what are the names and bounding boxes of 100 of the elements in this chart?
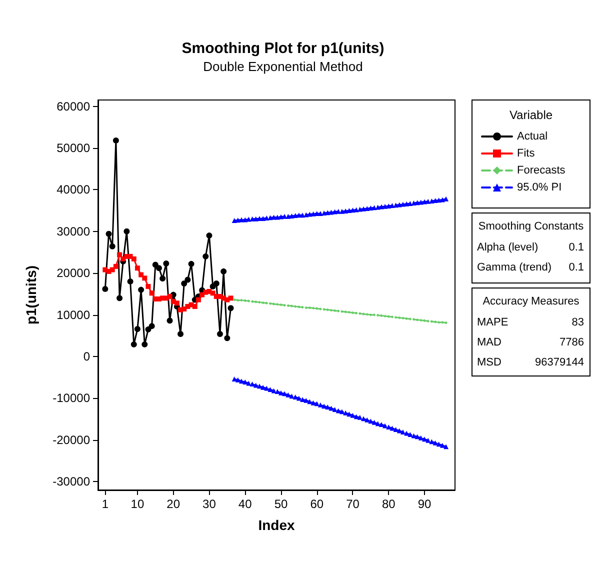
point <box>411 433 416 438</box>
point <box>289 394 294 399</box>
point <box>235 377 240 382</box>
point <box>296 396 302 401</box>
point <box>148 323 155 330</box>
point <box>366 312 369 316</box>
point <box>239 217 244 222</box>
point <box>350 208 356 213</box>
point <box>408 432 413 438</box>
point <box>408 317 412 320</box>
text: Gamma (trend) <box>477 262 552 274</box>
point <box>361 206 366 212</box>
point <box>301 306 304 309</box>
point <box>343 208 348 214</box>
point <box>156 265 162 272</box>
point <box>343 410 348 416</box>
x-tick-label: 30 <box>202 497 216 511</box>
point <box>109 243 116 250</box>
chart-title: Smoothing Plot for p1(units) <box>182 40 384 57</box>
point <box>192 304 198 309</box>
point <box>149 290 154 296</box>
y-tick-label: 0 <box>83 350 90 364</box>
text: 96379144 <box>535 356 584 368</box>
point <box>124 228 130 234</box>
point <box>339 409 344 414</box>
point <box>372 205 377 210</box>
point <box>236 298 240 302</box>
point <box>412 318 416 321</box>
point <box>339 208 344 214</box>
point <box>408 200 413 206</box>
point <box>326 308 330 312</box>
point <box>292 394 298 400</box>
point <box>393 427 398 432</box>
point <box>224 335 230 342</box>
point <box>116 295 123 302</box>
point <box>256 384 262 389</box>
point <box>232 218 237 224</box>
y-tick-label: -10000 <box>52 391 90 406</box>
text: 0.1 <box>568 242 584 254</box>
point <box>113 264 118 269</box>
point <box>429 198 434 204</box>
point <box>351 311 354 314</box>
x-tick-label: 1 <box>102 497 109 511</box>
point <box>372 420 377 425</box>
point <box>354 312 358 315</box>
point <box>167 294 172 299</box>
point <box>202 253 209 260</box>
point <box>369 313 372 316</box>
point <box>444 444 449 450</box>
y-axis-title: p1(units) <box>23 265 39 325</box>
point <box>386 203 392 208</box>
point <box>437 320 440 324</box>
point <box>404 430 410 436</box>
point <box>106 230 112 237</box>
point <box>286 214 291 219</box>
point <box>232 298 236 302</box>
point <box>196 297 201 302</box>
point <box>444 321 448 324</box>
y-tick-label: 60000 <box>56 99 90 114</box>
point <box>228 305 234 312</box>
point <box>246 216 252 222</box>
legend-title: Variable <box>509 108 553 122</box>
point <box>364 417 370 422</box>
point <box>390 203 395 208</box>
text: Smoothing Constants <box>478 220 584 232</box>
text: 7786 <box>560 336 584 348</box>
point <box>398 316 401 320</box>
point <box>117 252 122 258</box>
y-tick-label: 50000 <box>56 140 90 155</box>
x-tick-label: 40 <box>238 497 252 511</box>
point <box>350 412 356 418</box>
point <box>376 314 380 317</box>
point <box>274 389 280 394</box>
point <box>112 137 119 144</box>
point <box>253 382 258 388</box>
point <box>426 320 430 323</box>
point <box>357 414 362 420</box>
point <box>181 280 188 287</box>
point <box>440 442 445 448</box>
point <box>404 201 410 206</box>
point <box>146 284 151 289</box>
x-tick-label: 50 <box>274 497 288 511</box>
point <box>268 302 272 306</box>
point <box>330 308 333 312</box>
point <box>422 436 428 442</box>
point <box>322 210 327 216</box>
point <box>325 404 330 410</box>
point <box>444 196 449 202</box>
point <box>166 318 173 324</box>
text: Alpha (level) <box>477 242 538 254</box>
point <box>160 276 166 282</box>
point <box>310 211 316 216</box>
point <box>102 286 108 292</box>
y-tick-label: -20000 <box>52 432 90 447</box>
x-tick-label: 80 <box>382 497 396 511</box>
text: 83 <box>572 316 584 328</box>
point <box>134 266 140 271</box>
point <box>300 212 306 218</box>
text: MAD <box>477 336 502 348</box>
point <box>400 430 406 435</box>
